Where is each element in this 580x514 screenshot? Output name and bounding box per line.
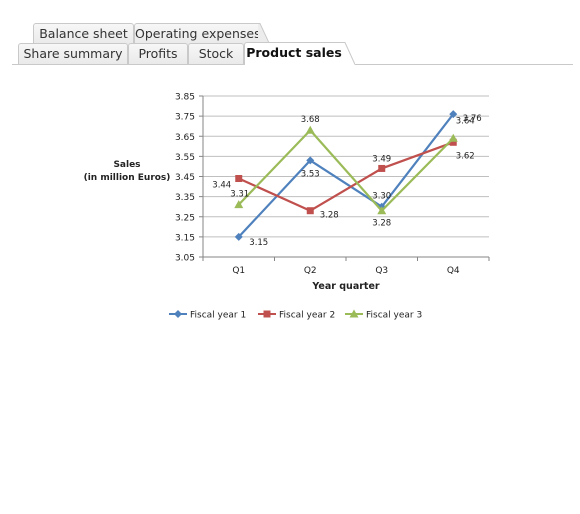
y-tick-label: 3.05 [175,254,195,264]
legend-entry: Fiscal year 3 [366,311,422,321]
legend-marker [174,310,182,318]
tab-label: Balance sheet [39,26,128,41]
legend-marker [349,309,359,318]
tab-operating-expenses[interactable]: Operating expenses [134,23,270,45]
x-axis-title: Year quarter [311,281,379,292]
y-tick-label: 3.75 [175,113,195,123]
data-point-2 [378,164,386,172]
y-tick-label: 3.35 [175,193,195,203]
y-tick-label: 3.15 [175,233,195,243]
x-tick-label: Q2 [304,266,317,276]
data-point-3 [377,206,387,215]
tab-product-sales[interactable]: Product sales [244,42,355,65]
tab-label: Profits [138,46,178,61]
data-label: 3.28 [320,211,339,221]
data-point-1 [306,156,315,165]
legend-entry: Fiscal year 2 [279,311,335,321]
series-line-2 [238,141,454,212]
tab-stock[interactable]: Stock [188,43,244,65]
data-label: 3.68 [301,115,320,125]
y-tick-label: 3.25 [175,213,195,223]
y-tick-label: 3.65 [175,133,195,143]
y-tick-label: 3.55 [175,153,195,163]
tab-label: Product sales [246,45,342,60]
data-point-2 [235,175,243,183]
data-label: 3.53 [301,169,320,179]
tab-balance-sheet[interactable]: Balance sheet [33,23,134,45]
data-label: 3.44 [212,181,231,191]
data-point-3 [448,133,458,142]
y-tick-label: 3.85 [175,93,195,103]
data-label: 3.76 [463,114,482,124]
tab-share-summary[interactable]: Share summary [18,43,128,65]
data-point-2 [449,138,457,146]
tab-label: Operating expenses [135,26,261,41]
data-label: 3.28 [372,219,391,229]
data-point-1 [449,110,458,119]
x-tick-label: Q1 [232,266,245,276]
data-point-3 [234,200,244,209]
data-point-3 [305,125,315,134]
tab-edge-slant [343,42,355,65]
x-tick-label: Q4 [447,266,460,276]
data-label: 3.30 [372,192,391,202]
series-line-3 [237,129,455,212]
data-label: 3.64 [456,116,475,126]
y-axis-title: Sales [113,160,140,170]
series-line-1 [237,113,455,238]
y-axis-title: (in million Euros) [84,173,171,183]
data-label: 3.49 [372,154,391,164]
legend-marker [263,310,271,318]
legend-entry: Fiscal year 1 [190,311,246,321]
x-tick-label: Q3 [375,266,388,276]
tab-label: Stock [198,46,234,61]
data-label: 3.31 [230,190,249,200]
tab-label: Share summary [23,46,123,61]
y-tick-label: 3.45 [175,173,195,183]
tab-edge-slant [258,23,270,45]
data-label: 3.62 [456,151,475,161]
data-point-2 [306,207,314,215]
data-point-1 [234,232,243,241]
data-label: 3.15 [249,238,268,248]
tab-profits[interactable]: Profits [128,43,188,65]
